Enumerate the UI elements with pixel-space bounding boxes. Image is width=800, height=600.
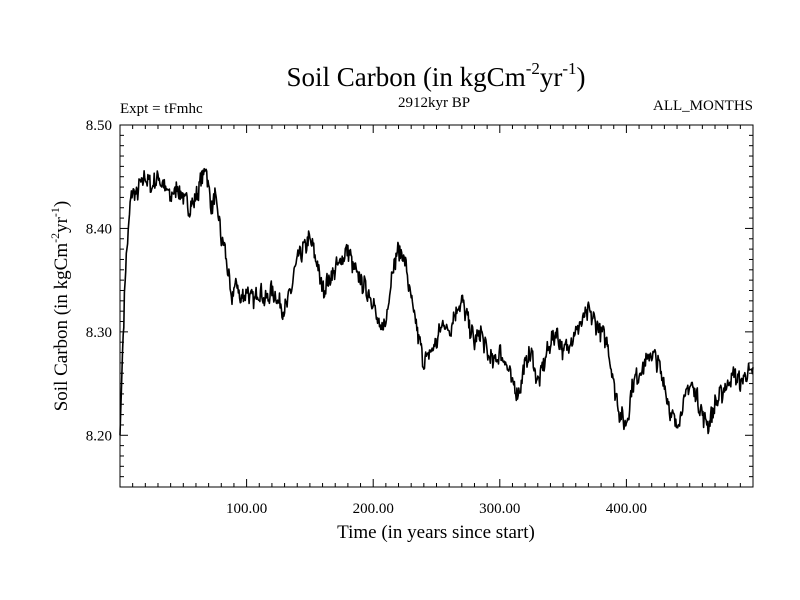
chart-subtitle: 2912kyr BP: [398, 95, 470, 111]
months-label: ALL_MONTHS: [653, 98, 753, 114]
experiment-label: Expt = tFmhc: [120, 101, 203, 117]
y-axis-label: Soil Carbon (in kgCm-2yr-1): [48, 201, 72, 412]
x-tick-label: 300.00: [479, 501, 520, 517]
x-tick-label: 200.00: [353, 501, 394, 517]
y-tick-label: 8.20: [86, 428, 112, 444]
data-line: [119, 167, 754, 436]
x-tick-label: 400.00: [606, 501, 647, 517]
y-tick-label: 8.50: [86, 118, 112, 134]
chart-title: Soil Carbon (in kgCm-2yr-1): [286, 59, 585, 92]
axis-ticks: 100.00 200.00 300.00 400.00 8.20 8.30 8.40 8.50: [86, 118, 753, 517]
y-tick-label: 8.30: [86, 325, 112, 341]
x-tick-label: 100.00: [226, 501, 267, 517]
plot-frame: [119, 124, 754, 488]
x-axis-label: Time (in years since start): [337, 522, 535, 543]
y-tick-label: 8.40: [86, 221, 112, 237]
